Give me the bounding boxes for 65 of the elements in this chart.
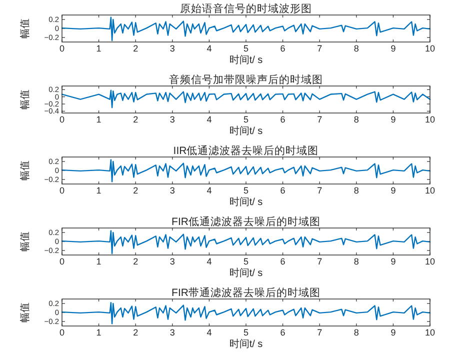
y-axis-title: 幅值 — [19, 232, 31, 252]
y-axis-title: 幅值 — [19, 160, 31, 180]
x-tick-label: 6 — [280, 114, 286, 124]
x-tick-label: 7 — [317, 186, 322, 196]
x-tick-label: 9 — [390, 44, 396, 54]
x-tick-label: 1 — [96, 44, 102, 54]
x-tick-label: 7 — [317, 44, 322, 54]
x-tick-label: 10 — [424, 114, 436, 124]
x-tick-label: 6 — [280, 186, 286, 196]
x-tick-label: 8 — [354, 328, 359, 338]
x-tick-label: 4 — [206, 256, 212, 266]
x-tick-label: 4 — [206, 114, 212, 124]
x-tick-label: 5 — [243, 44, 249, 54]
x-tick-label: 9 — [390, 256, 396, 266]
x-tick-label: 7 — [317, 114, 322, 124]
x-tick-label: 5 — [243, 186, 249, 196]
x-tick-label: 10 — [424, 256, 436, 266]
x-tick-label: 6 — [280, 256, 286, 266]
x-tick-label: 8 — [354, 114, 359, 124]
chart-title: 音频信号加带限噪声后的时域图 — [169, 73, 323, 86]
x-tick-label: 1 — [96, 256, 102, 266]
y-axis-title: 幅值 — [19, 90, 31, 110]
x-axis-title: 时间t/ s — [229, 267, 263, 279]
x-tick-label: 1 — [96, 328, 102, 338]
x-tick-label: 9 — [390, 114, 396, 124]
x-tick-label: 8 — [354, 186, 359, 196]
x-tick-label: 3 — [170, 44, 175, 54]
x-tick-label: 2 — [133, 114, 138, 124]
x-tick-label: 3 — [170, 114, 175, 124]
chart-title: IIR低通滤波器去噪后的时域图 — [173, 144, 319, 157]
x-tick-label: 2 — [133, 44, 138, 54]
x-tick-label: 6 — [280, 328, 286, 338]
x-tick-label: 10 — [424, 44, 436, 54]
x-tick-label: 6 — [280, 44, 286, 54]
x-tick-label: 4 — [206, 328, 212, 338]
x-tick-label: 3 — [170, 186, 175, 196]
x-tick-label: 9 — [390, 186, 396, 196]
x-axis-title: 时间t/ s — [229, 125, 263, 137]
x-tick-label: 8 — [354, 44, 359, 54]
x-tick-label: 1 — [96, 186, 102, 196]
x-tick-label: 5 — [243, 114, 249, 124]
x-tick-label: 2 — [133, 186, 138, 196]
x-tick-label: 10 — [424, 328, 436, 338]
x-tick-label: 5 — [243, 256, 249, 266]
x-tick-label: 2 — [133, 328, 138, 338]
x-tick-label: 3 — [170, 256, 175, 266]
x-tick-label: 3 — [170, 328, 175, 338]
x-tick-label: 7 — [317, 256, 322, 266]
x-tick-label: 4 — [206, 44, 212, 54]
x-tick-label: 5 — [243, 328, 249, 338]
x-tick-label: 8 — [354, 256, 359, 266]
chart-title: 原始语音信号的时域波形图 — [180, 2, 312, 15]
x-tick-label: 2 — [133, 256, 138, 266]
x-tick-label: 7 — [317, 328, 322, 338]
x-tick-label: 9 — [390, 328, 396, 338]
chart-title: FIR低通滤波器去噪后的时域图 — [172, 215, 320, 228]
y-axis-title: 幅值 — [19, 302, 31, 322]
x-tick-label: 10 — [424, 186, 436, 196]
y-axis-title: 幅值 — [19, 18, 31, 38]
x-tick-label: 1 — [96, 114, 102, 124]
x-axis-title: 时间t/ s — [229, 54, 263, 66]
chart-title: FIR带通滤波器去噪后的时域图 — [172, 286, 320, 299]
x-axis-title: 时间t/ s — [229, 338, 263, 350]
x-tick-label: 4 — [206, 186, 212, 196]
x-axis-title: 时间t/ s — [229, 196, 263, 208]
